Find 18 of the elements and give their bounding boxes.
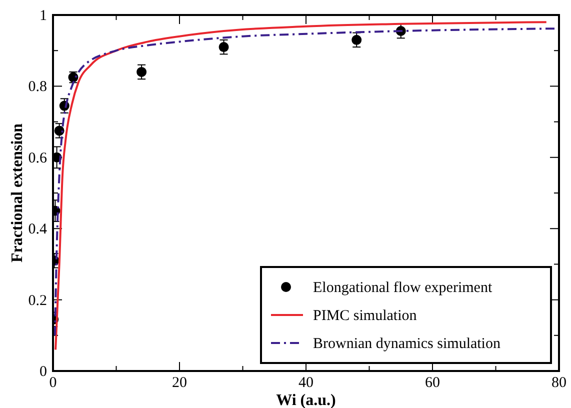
y-tick-label: 0.6 xyxy=(28,150,48,166)
point xyxy=(54,126,64,136)
y-tick-label: 0.2 xyxy=(28,292,47,309)
legend-label: PIMC simulation xyxy=(313,308,418,324)
y-tick-label: 0 xyxy=(40,364,47,380)
x-tick-label: 40 xyxy=(298,375,314,391)
point xyxy=(218,42,229,52)
y-axis-title: Fractional extension xyxy=(9,123,26,263)
point xyxy=(136,66,147,77)
y-tick-label: 0.8 xyxy=(28,79,47,96)
y-tick-label: 0.4 xyxy=(28,222,48,238)
legend-label: Brownian dynamics simulation xyxy=(313,336,501,352)
y-tick-label: 1 xyxy=(40,8,47,24)
x-tick-label: 60 xyxy=(425,375,440,391)
x-tick-label: 80 xyxy=(552,375,566,391)
x-tick-label: 20 xyxy=(172,375,187,391)
legend-label: Elongational flow experiment xyxy=(313,280,493,296)
point xyxy=(352,34,362,45)
